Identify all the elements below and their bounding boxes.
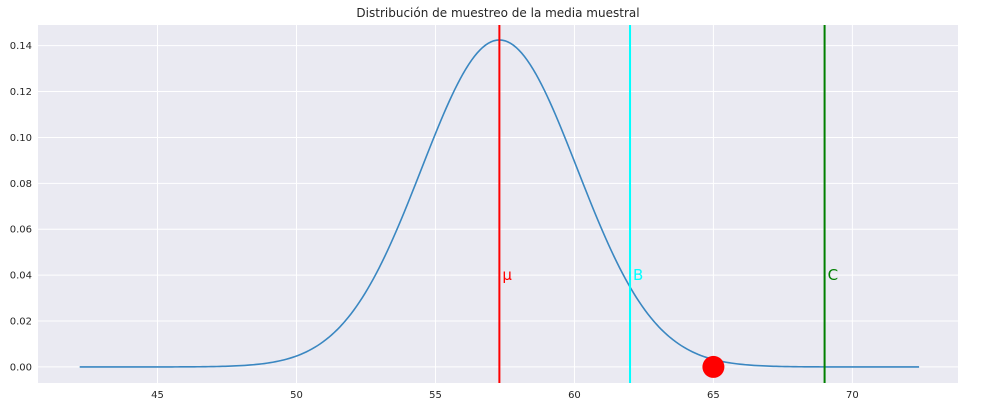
y-tick-label: 0.04 [10,271,32,282]
x-tick-label: 70 [846,390,859,401]
vertical-line-label-C: C [828,266,838,284]
y-tick-label: 0.14 [10,41,32,52]
y-tick-label: 0.02 [10,317,32,328]
grid-lines [38,25,958,383]
plot-area [38,25,958,383]
vertical-line-label-μ: μ [502,266,512,284]
x-tick-label: 60 [568,390,581,401]
y-tick-label: 0.06 [10,225,32,236]
x-tick-label: 55 [429,390,442,401]
tick-labels: 45 50 55 60 65 70 0.00 0.02 0.04 0.06 0.08 0.10 0.12… [10,41,859,401]
vertical-line-label-B: B [633,266,643,284]
data-point [702,355,725,378]
x-tick-label: 45 [151,390,164,401]
chart-title: Distribución de muestreo de la media mue… [356,6,639,20]
y-tick-label: 0.08 [10,179,32,190]
x-tick-label: 65 [707,390,720,401]
y-tick-label: 0.10 [10,133,32,144]
y-tick-label: 0.12 [10,87,32,98]
points-layer [702,355,725,378]
x-tick-label: 50 [290,390,303,401]
y-tick-label: 0.00 [10,362,32,373]
